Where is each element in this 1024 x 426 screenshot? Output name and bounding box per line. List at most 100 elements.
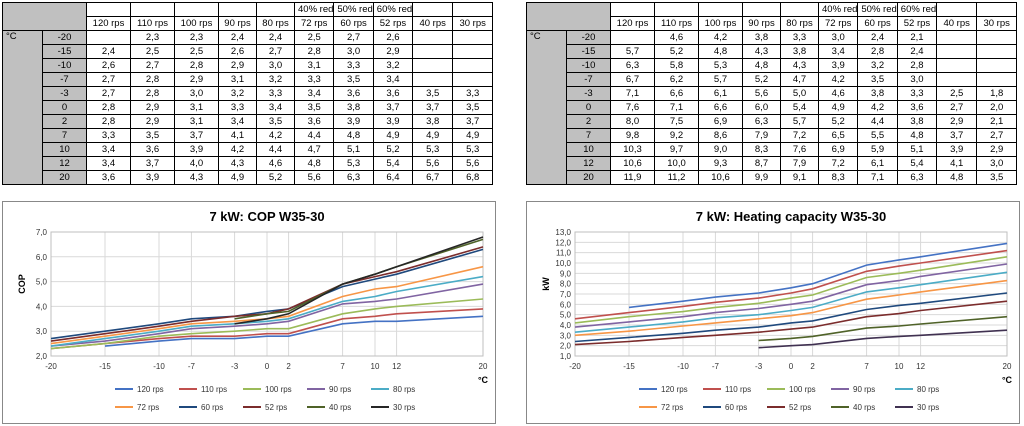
x-tick-label: 7 [340,362,345,371]
column-header: 80 rps [780,16,819,31]
value-cell: 3,9 [174,142,219,157]
value-cell [86,30,131,45]
value-cell: 3,4 [372,72,414,87]
value-cell: 2,7 [976,128,1018,143]
table-row: 2 2,8 2,9 3,1 3,4 3,5 3,6 3,9 3,9 3,8 3,7 [3,114,494,129]
value-cell: 5,2 [256,170,295,185]
x-tick-label: 10 [371,362,380,371]
table-row: 12 10,6 10,0 9,3 8,7 7,9 7,2 6,1 5,4 4,1 3,0 [527,156,1018,171]
legend-label: 30 rps [393,403,415,412]
table-red-row: 40% red 50% red 60% red [2,2,494,31]
value-cell: 7,1 [654,100,699,115]
legend-label: 60 rps [725,403,747,412]
value-cell: 2,9 [976,142,1018,157]
cop-chart: 7 kW: COP W35-30 2,0 3,0 4,0 5,0 6,0 7,0 -20 -15… [17,209,489,412]
value-cell: 5,8 [654,58,699,73]
value-cell: 4,8 [698,44,743,59]
table-row: 7 3,3 3,5 3,7 4,1 4,2 4,4 4,8 4,9 4,9 4,9 [3,128,494,143]
value-cell: 2,7 [256,44,295,59]
value-cell: 3,9 [936,142,978,157]
value-cell: 10,0 [654,156,699,171]
value-cell: 4,6 [256,156,295,171]
temperature-cell: 10 [42,142,87,157]
value-cell: 4,3 [742,44,781,59]
value-cell: 2,7 [333,30,374,45]
table-red-row: 40% red 50% red 60% red [526,2,1018,31]
value-cell: 3,0 [896,72,938,87]
value-cell: 4,8 [742,58,781,73]
value-cell: 9,2 [654,128,699,143]
value-cell: 4,8 [293,156,335,171]
series-line-90-rps [50,283,484,347]
value-cell: 5,4 [780,100,819,115]
value-cell [976,58,1018,73]
value-cell: 4,6 [817,86,859,101]
value-cell: 5,3 [698,58,743,73]
value-cell: 5,7 [780,114,819,129]
x-tick-label: -7 [188,362,196,371]
value-cell: 2,9 [936,114,978,129]
table-row: 10 3,4 3,6 3,9 4,2 4,4 4,7 5,1 5,2 5,3 5,3 [3,142,494,157]
temperature-cell: 2 [566,114,611,129]
table-empty-cell [256,2,295,17]
column-header: 30 rps [976,16,1018,31]
series-line-60-rps [574,292,1008,343]
temperature-cell: -10 [42,58,87,73]
value-cell: 2,8 [293,44,335,59]
value-cell [412,72,454,87]
table-empty-cell [130,2,175,17]
series-line-120-rps [628,242,1008,309]
table-row: -15 2,4 2,5 2,5 2,6 2,7 2,8 3,0 2,9 [3,44,494,59]
legend-label: 52 rps [265,403,287,412]
value-cell: 3,9 [372,114,414,129]
table-empty-cell [610,2,655,17]
y-tick-label: 7,0 [560,290,572,299]
value-cell: 3,8 [780,44,819,59]
column-header: 60 rps [333,16,374,31]
table-empty-cell [412,2,454,17]
table-header-row: 120 rps 110 rps 100 rps 90 rps 80 rps 72 rps 6… [3,16,494,31]
x-tick-label: -10 [153,362,165,371]
value-cell: 4,9 [218,170,257,185]
y-tick-label: 12,0 [555,238,571,247]
legend-label: 110 rps [725,385,751,394]
heating-capacity-table: 40% red 50% red 60% red 120 rps 110 rps 100 r… [526,2,1018,185]
value-cell: 3,1 [174,114,219,129]
temperature-cell: -3 [42,86,87,101]
value-cell: 4,6 [654,30,699,45]
value-cell: 3,7 [174,128,219,143]
value-cell: 4,9 [372,128,414,143]
value-cell: 3,5 [130,128,175,143]
value-cell: 3,7 [130,156,175,171]
temperature-cell: 20 [42,170,87,185]
y-tick-label: 7,0 [36,228,48,237]
value-cell: 5,5 [857,128,898,143]
table-empty-cell [86,2,131,17]
value-cell [412,30,454,45]
table-row: 20 11,9 11,2 10,6 9,9 9,1 8,3 7,1 6,3 4,8 3,5 [527,170,1018,185]
value-cell: 5,1 [896,142,938,157]
y-tick-label: 13,0 [555,228,571,237]
x-tick-label: -3 [755,362,763,371]
y-tick-label: 4,0 [560,321,572,330]
value-cell: 8,7 [742,156,781,171]
y-tick-label: 5,0 [36,278,48,287]
value-cell: 3,6 [333,86,374,101]
table-empty-cell [452,2,494,17]
heating-capacity-chart: 7 kW: Heating capacity W35-30 1,02,0 3,04,… [541,209,1013,412]
legend-label: 90 rps [329,385,351,394]
plot-area [574,231,1008,357]
value-cell: 6,7 [412,170,454,185]
value-cell: 3,3 [256,86,295,101]
x-tick-label: -10 [677,362,689,371]
value-cell [452,44,494,59]
temperature-cell: -20 [42,30,87,45]
value-cell: 2,3 [174,30,219,45]
value-cell: 6,1 [857,156,898,171]
column-header: 100 rps [174,16,219,31]
table-corner [2,2,87,31]
value-cell: 3,0 [333,44,374,59]
value-cell: 4,2 [817,72,859,87]
value-cell: 5,2 [817,114,859,129]
value-cell: 3,1 [218,72,257,87]
